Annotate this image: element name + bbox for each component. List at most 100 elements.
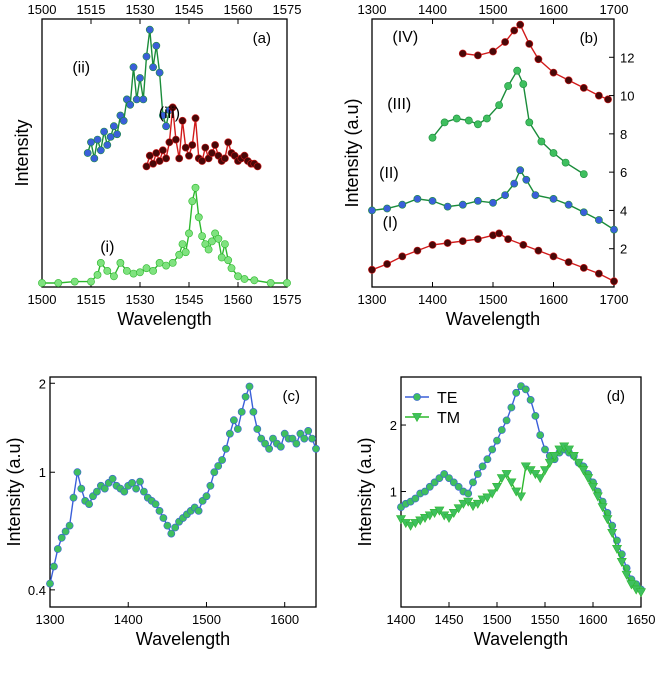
y-tick-label: 0.4 — [28, 583, 46, 598]
data-point — [304, 426, 313, 435]
data-point — [145, 25, 154, 34]
data-point — [467, 502, 479, 512]
data-point — [419, 513, 431, 523]
data-point — [83, 149, 92, 157]
data-point — [430, 478, 439, 487]
data-point — [425, 482, 434, 491]
curve-annotation: (i) — [100, 239, 114, 256]
x-tick-label: 1550 — [531, 612, 560, 627]
y-axis-label: Intensity (a.u) — [4, 437, 24, 546]
data-point — [198, 157, 206, 165]
data-point — [473, 51, 482, 60]
series-1 — [38, 183, 291, 287]
data-point — [65, 521, 74, 530]
data-point — [510, 179, 519, 188]
data-point — [220, 240, 229, 248]
data-point — [592, 492, 603, 502]
data-point — [191, 183, 200, 192]
data-point — [443, 513, 455, 523]
data-point — [521, 385, 530, 394]
data-point — [610, 225, 618, 234]
data-point — [96, 146, 105, 155]
data-point — [549, 252, 558, 261]
data-point — [151, 500, 160, 508]
data-point — [587, 482, 599, 492]
data-point — [261, 439, 269, 448]
series-3 — [428, 66, 588, 178]
data-point — [516, 20, 525, 29]
data-point — [604, 95, 612, 104]
data-point — [511, 487, 522, 497]
data-point — [434, 506, 445, 516]
chart-panel-3: 1300 1400 1500 1600 0.4 1 2 Wavelength Intensity… — [4, 376, 320, 649]
curve-annotation: (IV) — [392, 29, 418, 46]
data-point — [132, 484, 140, 493]
data-point — [473, 235, 482, 243]
y-axis-label: Intensity (a.u) — [355, 437, 375, 546]
data-point — [308, 434, 316, 443]
data-point — [191, 114, 200, 123]
x-tick-label: 1500 — [479, 292, 508, 307]
curve-annotation: (ii) — [72, 60, 90, 77]
x-tick-label: 1300 — [36, 612, 65, 627]
data-point — [70, 277, 79, 286]
data-point — [253, 162, 262, 171]
x-top-tick-label: 1300 — [358, 2, 387, 17]
data-point — [488, 445, 497, 454]
data-point — [204, 245, 213, 254]
data-point — [245, 382, 254, 391]
series-3 — [142, 103, 262, 171]
x-axis-label: Wavelength — [474, 629, 568, 649]
data-point — [458, 237, 467, 245]
data-point — [155, 157, 164, 165]
data-point — [413, 194, 422, 203]
data-point — [149, 159, 157, 168]
data-point — [165, 138, 174, 147]
data-point — [602, 515, 613, 525]
data-point — [207, 237, 216, 246]
data-point — [449, 478, 458, 487]
data-point — [120, 487, 129, 496]
data-point — [522, 175, 531, 184]
data-point — [206, 481, 215, 490]
data-point — [77, 484, 86, 493]
data-point — [539, 466, 551, 476]
curve-annotation: (iii) — [159, 105, 180, 122]
data-point — [265, 444, 273, 453]
data-point — [229, 416, 238, 425]
data-point — [541, 445, 549, 454]
data-point — [90, 154, 99, 163]
data-point — [440, 118, 449, 127]
data-point — [512, 388, 521, 397]
data-point — [214, 234, 223, 243]
data-point — [525, 40, 534, 48]
data-point — [175, 154, 184, 163]
data-point — [249, 407, 258, 416]
data-point — [626, 580, 637, 590]
data-point — [96, 258, 105, 267]
data-point — [171, 523, 180, 532]
data-point — [178, 116, 187, 125]
data-point — [549, 149, 558, 157]
data-point — [579, 170, 588, 178]
data-point — [383, 260, 391, 268]
x-top-tick-label: 1545 — [175, 2, 204, 17]
plot-frame — [41, 18, 288, 288]
data-point — [163, 521, 172, 530]
data-point — [119, 116, 128, 125]
data-point — [100, 484, 109, 493]
data-point — [108, 474, 117, 483]
data-point — [554, 445, 565, 455]
x-top-tick-label: 1500 — [28, 2, 57, 17]
data-point — [515, 492, 527, 502]
data-point — [300, 434, 309, 443]
data-point — [129, 63, 138, 72]
x-tick-label: 1530 — [126, 292, 155, 307]
data-point — [537, 137, 546, 146]
data-point — [129, 269, 138, 278]
data-point — [501, 470, 512, 480]
x-tick-label: 1575 — [273, 292, 302, 307]
data-point — [202, 492, 211, 501]
data-point — [139, 95, 148, 104]
